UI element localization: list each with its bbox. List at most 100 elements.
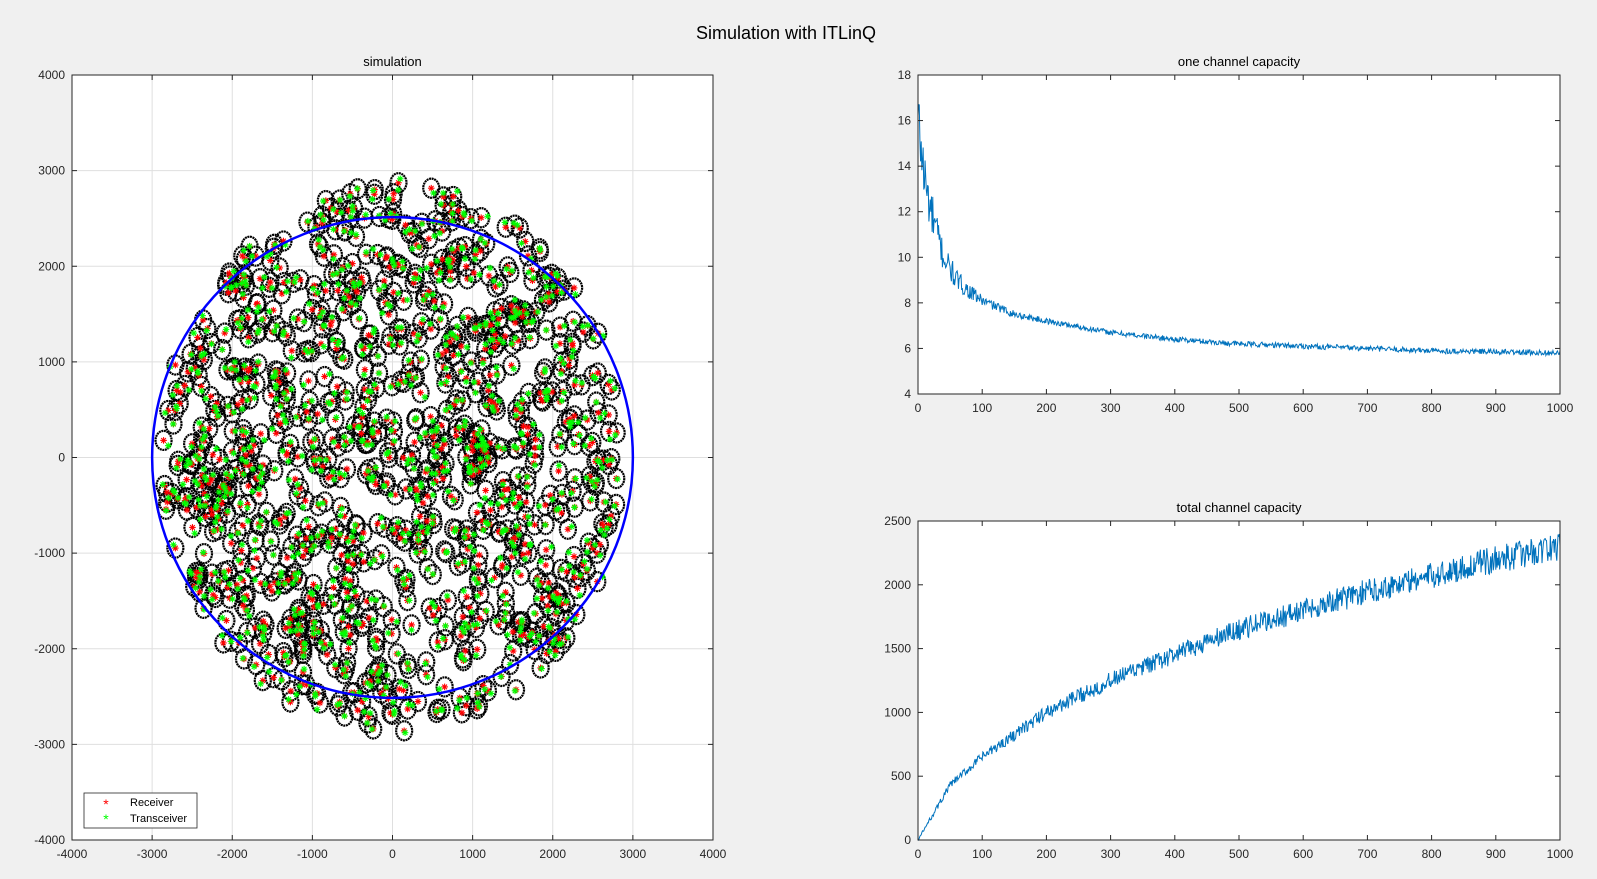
coverage-circle [416,664,436,686]
transceiver-point [599,464,606,472]
transceiver-point [322,456,330,464]
transceiver-point [611,385,619,392]
coverage-circle [327,337,346,360]
transceiver-point [202,395,210,403]
transceiver-point [177,455,184,463]
receiver-point [570,553,578,560]
simulation-legend[interactable]: * Receiver * Transceiver [83,792,198,829]
legend-receiver-label: Receiver [130,797,174,809]
transceiver-point [482,341,489,348]
transceiver-point [214,513,221,521]
transceiver-point [173,464,180,472]
transceiver-point [489,336,497,343]
transceiver-point [258,479,266,486]
transceiver-point [541,368,549,376]
coverage-circle [461,473,480,495]
transceiver-point [399,265,407,272]
transceiver-point [399,530,407,537]
transceiver-point [588,495,595,503]
transceiver-point [596,552,604,559]
coverage-circle [318,644,337,666]
transceiver-point [219,614,226,622]
transceiver-point [517,405,525,413]
transceiver-point [366,343,374,350]
transceiver-point [365,474,373,482]
coverage-circle [536,494,555,516]
coverage-circle [457,367,476,389]
transceiver-point [341,712,348,720]
coverage-circle [404,323,424,345]
transceiver-point [549,282,557,290]
coverage-circle [334,300,353,322]
transceiver-point [413,518,420,526]
coverage-circle [442,210,461,232]
transceiver-point [356,279,364,287]
transceiver-point [385,448,392,456]
coverage-circle [435,293,454,315]
transceiver-point [349,202,356,210]
transceiver-point [502,496,510,504]
coverage-circle [437,541,456,564]
receiver-point [574,585,581,592]
receiver-point [482,487,489,494]
transceiver-point [391,417,399,425]
coverage-circle [231,552,250,574]
transceiver-point [200,465,208,473]
transceiver-point [200,592,208,600]
coverage-circle [154,429,173,452]
transceiver-point [510,442,518,450]
transceiver-point [481,439,488,447]
transceiver-point [352,231,360,238]
coverage-circle [346,225,366,248]
transceiver-point [413,337,421,345]
transceiver-point [238,280,246,287]
transceiver-point [181,499,188,507]
coverage-circle [398,589,417,612]
transceiver-point [251,383,259,391]
transceiver-point [258,316,266,323]
coverage-circle [471,583,490,605]
transceiver-point [420,296,427,304]
transceiver-point [484,454,491,461]
transceiver-point [409,245,416,252]
transceiver-point [288,543,295,551]
coverage-circle [341,570,360,592]
transceiver-point [437,315,444,323]
transceiver-point [523,483,531,491]
transceiver-point [377,251,384,259]
transceiver-point [612,431,619,439]
transceiver-point [292,627,300,634]
receiver-point [531,452,539,460]
coverage-circle [376,291,395,314]
transceiver-point [281,580,289,587]
x-tick-label: 500 [1229,401,1249,415]
receiver-point [334,287,342,294]
transceiver-point [570,568,577,576]
coverage-circle [267,315,286,337]
transceiver-point [481,686,489,693]
coverage-circle [396,576,415,598]
coverage-circle [394,679,413,701]
transceiver-point [486,264,494,272]
coverage-circle [458,268,477,290]
transceiver-point [184,457,192,464]
receiver-point [183,506,191,514]
y-tick-label: 10 [898,250,912,264]
coverage-circle [432,414,451,437]
transceiver-point [488,403,496,411]
transceiver-point [227,490,235,498]
transceiver-point [345,538,352,545]
transceiver-point [218,525,225,533]
transceiver-point [497,554,504,562]
transceiver-point [391,437,398,445]
transceiver-point [291,605,298,613]
receiver-point [531,521,538,529]
transceiver-point [377,514,385,522]
transceiver-point [607,377,614,385]
transceiver-point [512,412,520,419]
coverage-circle [185,575,204,598]
transceiver-point [328,526,336,533]
coverage-circle [437,340,456,362]
transceiver-point [507,314,515,322]
transceiver-point [232,366,240,374]
